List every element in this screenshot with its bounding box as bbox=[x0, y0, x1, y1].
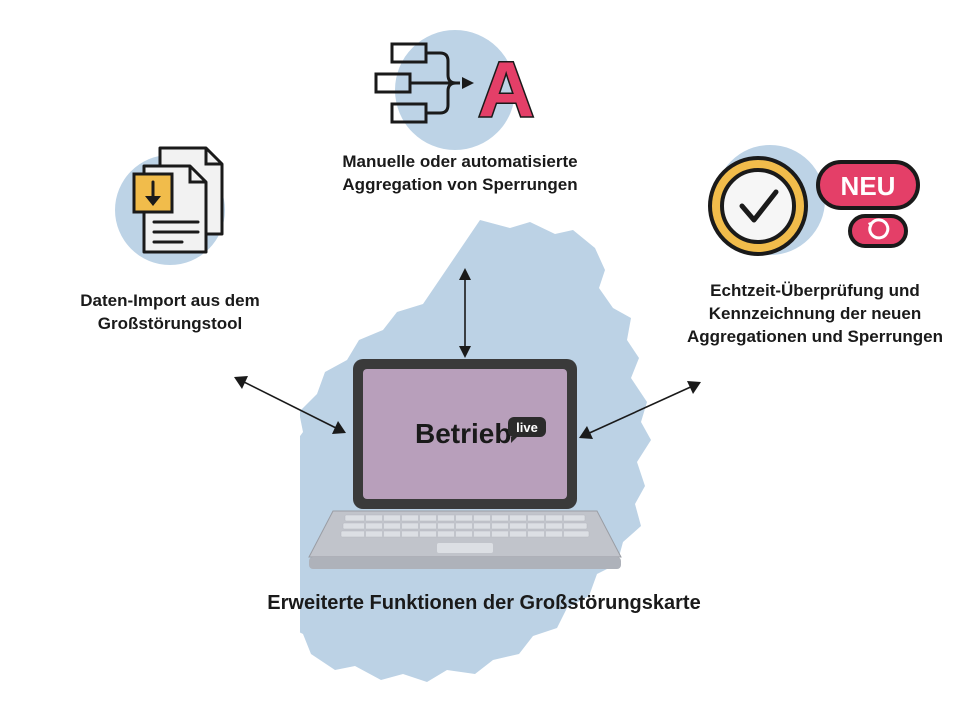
feature-label-right: Echtzeit-Überprüfung und Kennzeichnung d… bbox=[670, 280, 960, 349]
feature-top-line1: Manuelle oder automatisierte bbox=[342, 152, 577, 171]
feature-label-top: Manuelle oder automatisierte Aggregation… bbox=[310, 151, 610, 197]
aggregate-a-icon: A bbox=[370, 30, 570, 140]
clock-neu-icon: NEU bbox=[700, 140, 930, 270]
neu-badge-text: NEU bbox=[841, 171, 896, 201]
brand-text: Betrieb bbox=[415, 418, 511, 449]
feature-left-line2: Großstörungstool bbox=[98, 314, 242, 333]
document-download-icon bbox=[120, 140, 230, 260]
feature-right-line2: Kennzeichnung der neuen bbox=[709, 304, 922, 323]
brand-badge: live bbox=[516, 420, 538, 435]
svg-text:A: A bbox=[478, 45, 534, 133]
feature-label-left: Daten-Import aus dem Großstörungstool bbox=[40, 290, 300, 336]
feature-left-line1: Daten-Import aus dem bbox=[80, 291, 259, 310]
feature-right-line3: Aggregationen und Sperrungen bbox=[687, 327, 943, 346]
laptop-illustration: Betrieb live bbox=[305, 355, 625, 585]
infographic-stage: A NEU Daten-Import aus dem Großstörungst… bbox=[0, 0, 968, 726]
feature-right-line1: Echtzeit-Überprüfung und bbox=[710, 281, 920, 300]
infographic-title: Erweiterte Funktionen der Großstörungska… bbox=[184, 590, 784, 617]
feature-top-line2: Aggregation von Sperrungen bbox=[342, 175, 577, 194]
